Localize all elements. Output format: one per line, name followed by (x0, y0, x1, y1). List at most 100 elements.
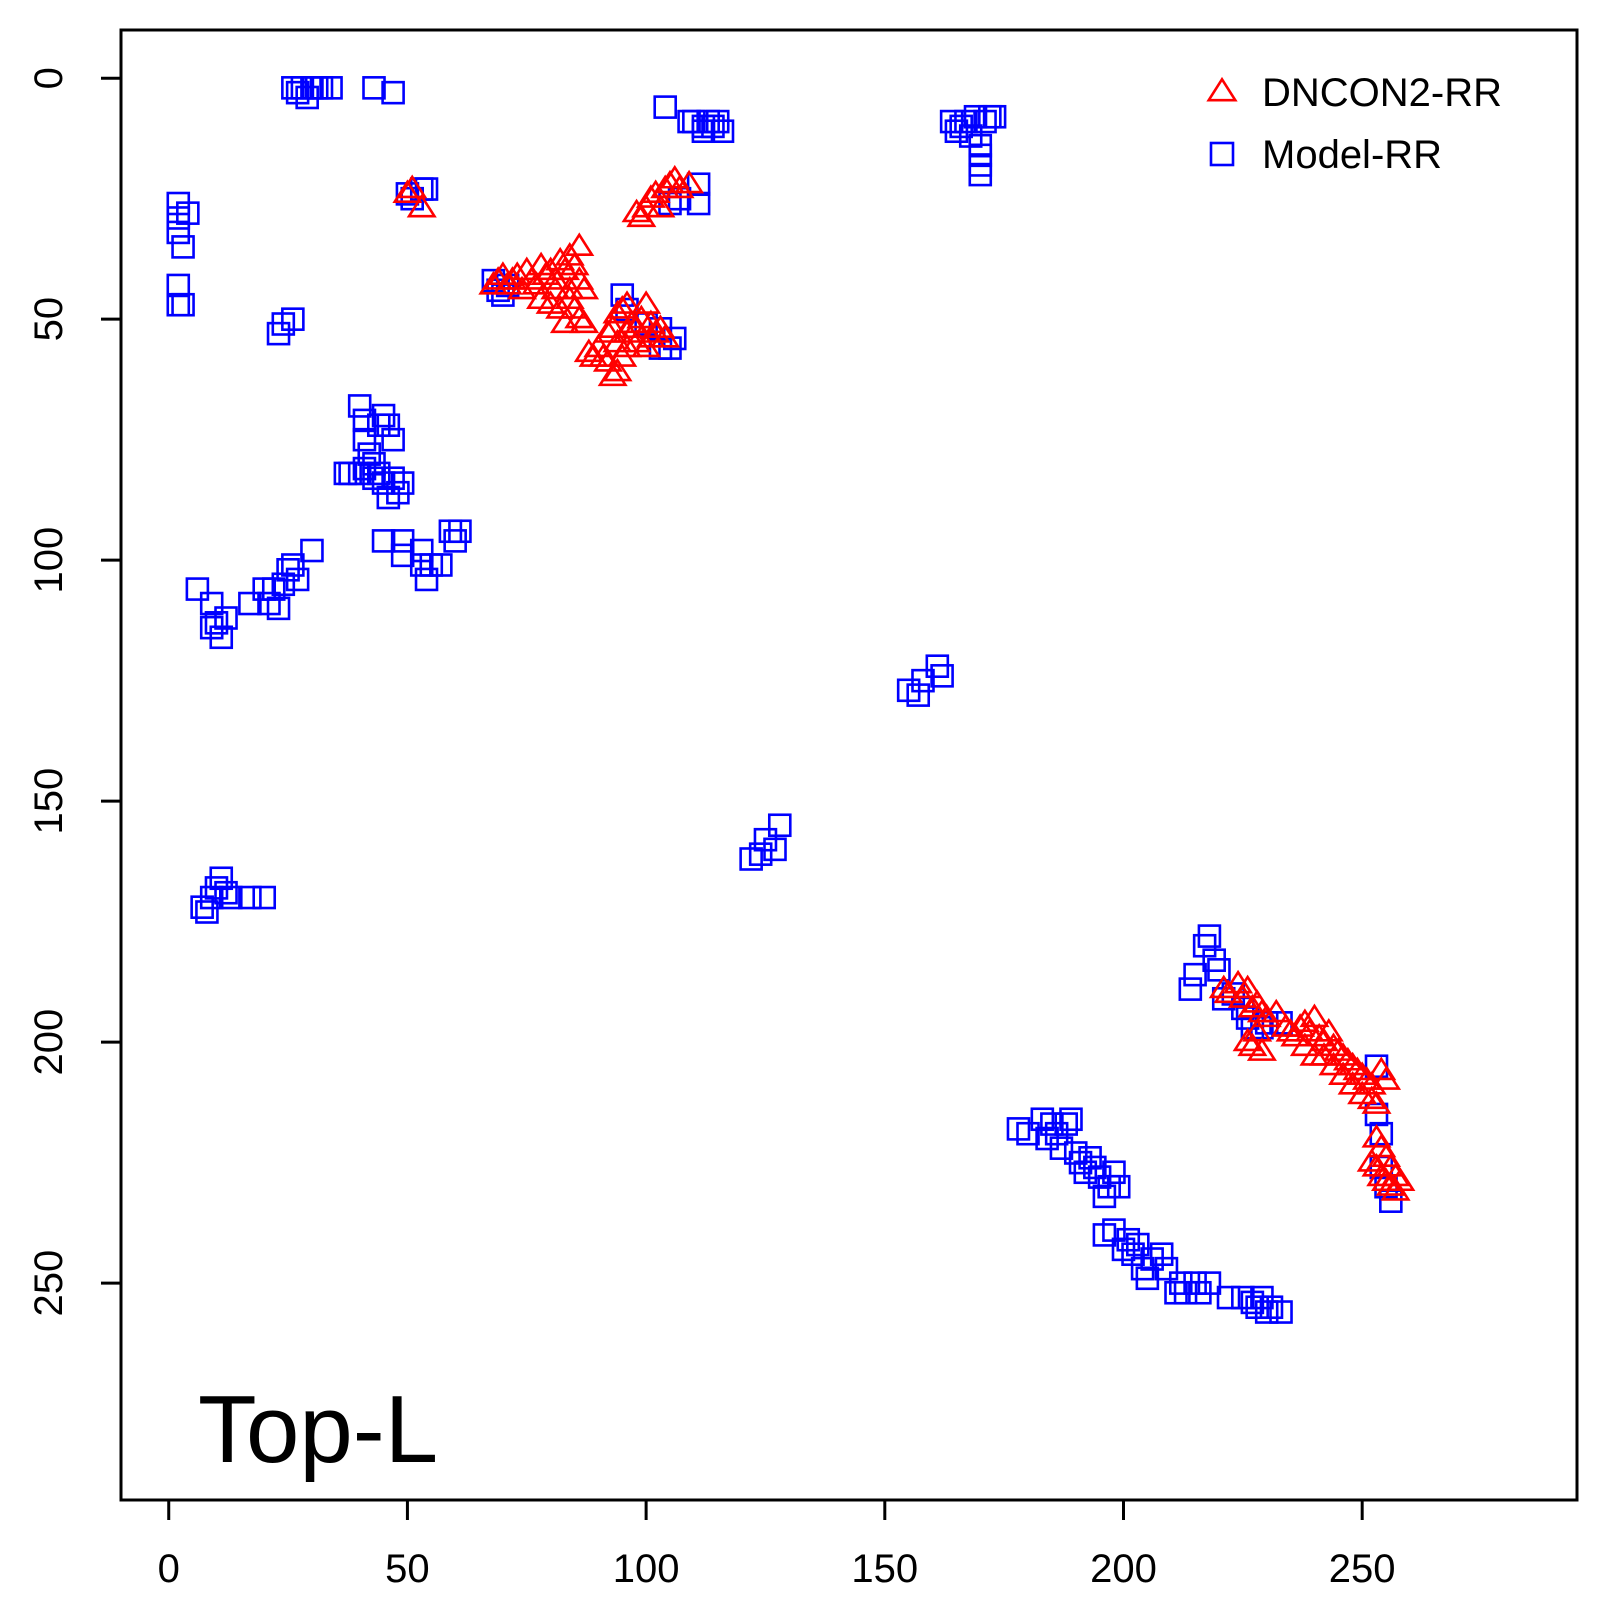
dncon2-rr-point (569, 275, 600, 300)
series-Model-RR (166, 76, 1403, 1324)
dncon2-rr-point (611, 290, 643, 314)
dncon2-rr-point (1337, 1071, 1368, 1095)
dncon2-rr-point (1356, 1148, 1387, 1172)
model-rr-point (1126, 1232, 1150, 1257)
model-rr-point (171, 292, 195, 317)
dncon2-rr-point (1232, 974, 1263, 999)
dncon2-rr-point (592, 319, 623, 343)
model-rr-point (1197, 1271, 1222, 1295)
model-rr-point (1216, 1285, 1241, 1310)
y-axis: 0 50 100 150 200 250 (27, 67, 123, 1316)
dncon2-rr-point (569, 309, 600, 334)
dncon2-rr-point (1356, 1085, 1387, 1110)
model-rr-point (414, 177, 439, 201)
model-rr-point (376, 413, 401, 438)
model-rr-point (281, 553, 305, 577)
dncon2-rr-point (1375, 1172, 1406, 1196)
model-rr-point (1059, 1107, 1083, 1132)
model-rr-point (176, 201, 200, 225)
model-rr-point (266, 596, 291, 621)
model-rr-point (414, 567, 439, 592)
model-rr-point (448, 519, 472, 544)
y-tick-label: 200 (27, 1009, 71, 1076)
dncon2-rr-point (540, 275, 571, 300)
plot-frame (119, 28, 1579, 1502)
dncon2-rr-point (573, 338, 604, 363)
model-rr-point (209, 625, 234, 650)
model-rr-point (347, 394, 372, 418)
model-rr-point (171, 235, 195, 259)
model-rr-point (185, 577, 210, 601)
series-DNCON2-RR (392, 164, 1416, 1201)
x-tick-label: 250 (1329, 1547, 1396, 1591)
model-rr-point (281, 307, 305, 331)
dncon2-rr-point (564, 304, 595, 329)
legend-marker (1206, 76, 1238, 102)
model-rr-point (390, 471, 415, 495)
legend: DNCON2-RR Model-RR (1206, 71, 1502, 177)
model-rr-point (748, 842, 773, 866)
model-rr-point (252, 885, 277, 910)
model-rr-point (381, 427, 405, 452)
legend-label: DNCON2-RR (1262, 71, 1502, 115)
dncon2-rr-point (650, 323, 681, 348)
model-rr-point (1102, 1160, 1126, 1185)
y-tick-label: 150 (27, 768, 71, 835)
dncon2-rr-point (611, 319, 643, 343)
model-rr-point (686, 172, 711, 197)
dncon2-rr-point (674, 169, 705, 194)
dncon2-rr-point (602, 357, 633, 382)
model-rr-point (352, 408, 377, 433)
dncon2-rr-point (1261, 998, 1292, 1023)
dncon2-rr-point (406, 193, 437, 218)
model-rr-point (166, 292, 191, 317)
model-rr-point (381, 80, 405, 105)
dncon2-rr-point (1385, 1167, 1416, 1192)
model-rr-point (352, 427, 377, 452)
dncon2-rr-point (611, 333, 643, 358)
model-rr-point (300, 538, 324, 563)
x-tick-label: 0 (158, 1547, 180, 1591)
dncon2-rr-point (1318, 1051, 1349, 1076)
model-rr-point (285, 567, 310, 592)
dncon2-rr-point (607, 295, 638, 319)
dncon2-rr-point (1304, 1022, 1335, 1047)
x-tick-label: 200 (1090, 1547, 1157, 1591)
x-tick-label: 100 (613, 1547, 680, 1591)
dncon2-rr-point (664, 174, 695, 199)
y-tick-label: 100 (27, 527, 71, 594)
dncon2-rr-point (597, 362, 628, 387)
dncon2-rr-point (1366, 1162, 1397, 1187)
dncon2-rr-point (397, 174, 428, 199)
model-rr-point (1049, 1136, 1074, 1160)
model-rr-point (362, 76, 386, 100)
dncon2-rr-point (1251, 1003, 1282, 1028)
model-rr-point (930, 664, 954, 688)
dncon2-rr-point (1361, 1090, 1392, 1114)
model-rr-point (319, 76, 343, 100)
model-rr-point (1197, 924, 1222, 948)
model-rr-point (166, 220, 191, 245)
dncon2-rr-point (645, 193, 676, 218)
model-rr-point (982, 104, 1007, 129)
dncon2-rr-point (549, 256, 581, 281)
dncon2-rr-point (621, 198, 652, 223)
dncon2-rr-point (1242, 1017, 1273, 1042)
model-rr-point (1178, 977, 1203, 1001)
dncon2-rr-point (1328, 1061, 1359, 1086)
x-tick-label: 50 (385, 1547, 430, 1591)
x-tick-label: 150 (851, 1547, 918, 1591)
model-rr-point (710, 119, 735, 144)
y-tick-label: 0 (27, 67, 71, 89)
dncon2-rr-point (588, 343, 619, 367)
model-rr-point (214, 880, 238, 905)
model-rr-point (1207, 958, 1231, 982)
model-rr-point (767, 813, 792, 838)
dncon2-rr-point (631, 290, 662, 314)
model-rr-point (1149, 1242, 1174, 1266)
model-rr-point (429, 553, 453, 577)
dncon2-rr-point (1246, 998, 1277, 1023)
model-rr-point (218, 885, 243, 910)
panel-label: Top-L (198, 1376, 438, 1483)
model-rr-point (1054, 1112, 1079, 1136)
